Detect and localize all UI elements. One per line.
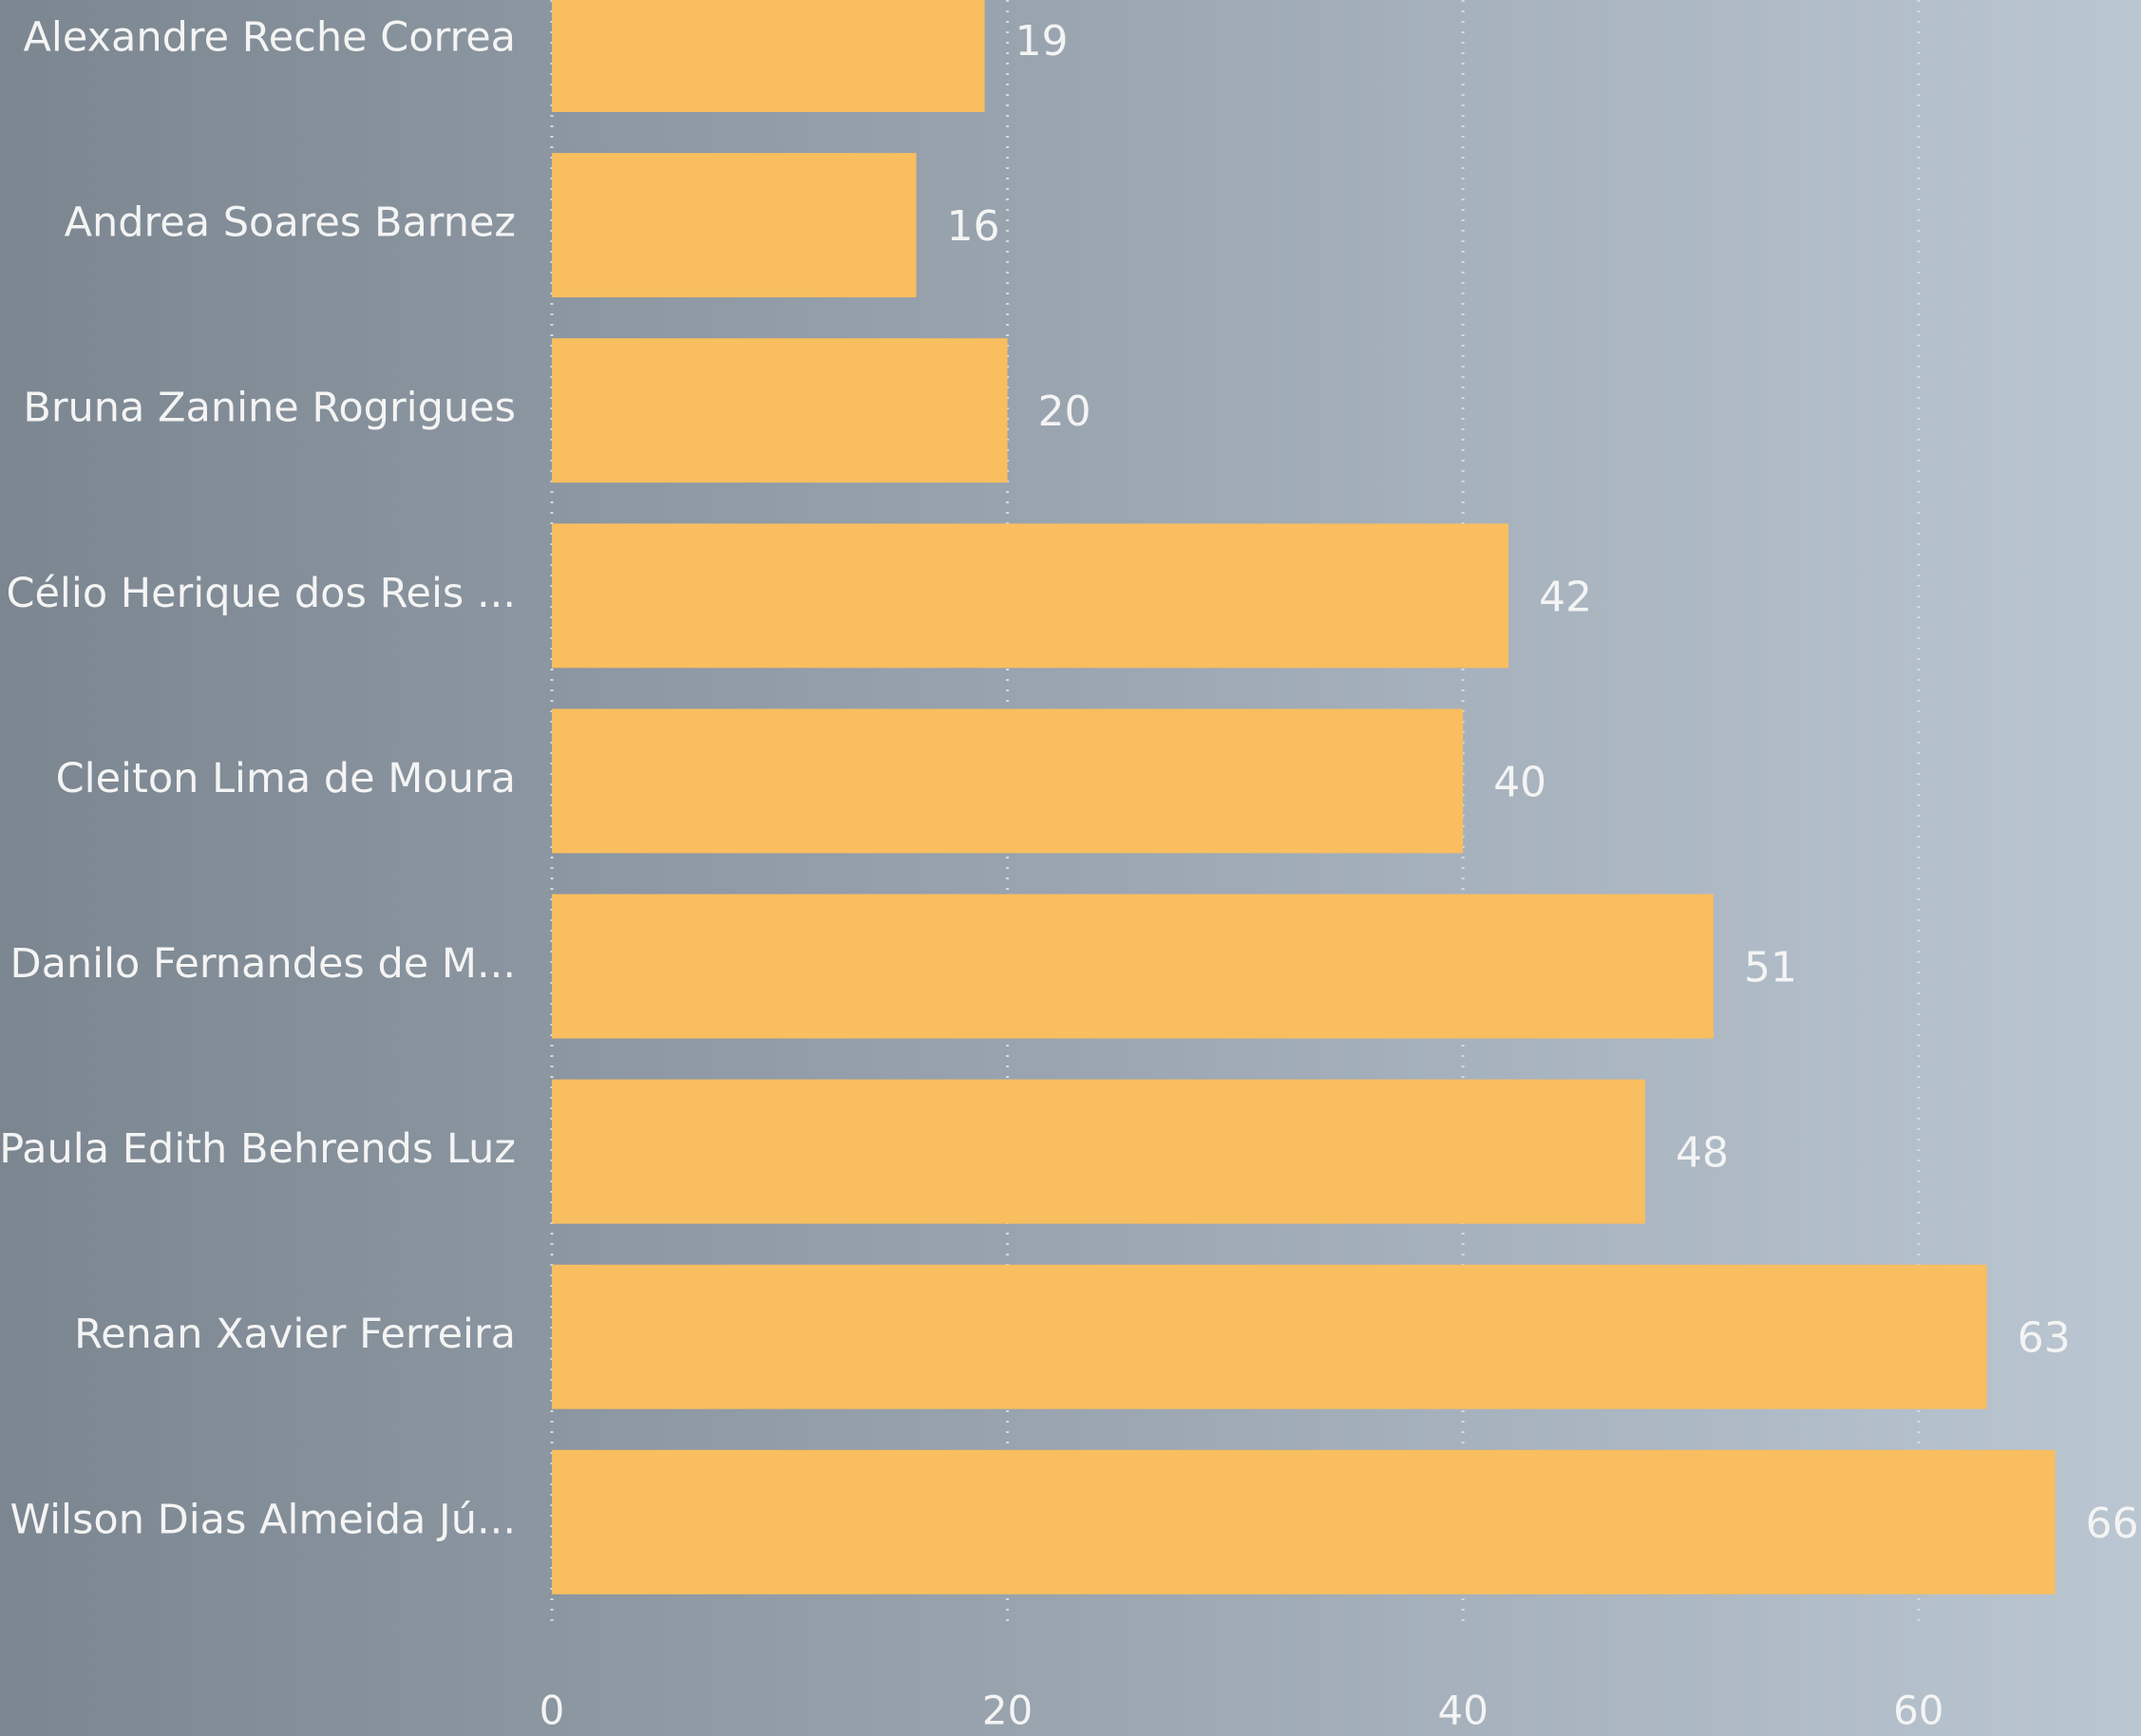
y-tick-label: Bruna Zanine Rogrigues (23, 385, 516, 432)
bar (552, 338, 1008, 483)
y-tick-label: Andrea Soares Barnez (65, 199, 516, 247)
data-label: 48 (1676, 1129, 1729, 1178)
bar (552, 1449, 2056, 1594)
y-tick-label: Cleiton Lima de Moura (56, 755, 516, 802)
y-tick-label: Danilo Fernandes de M... (9, 940, 516, 988)
x-tick-label: 60 (1893, 1688, 1943, 1734)
x-tick-label: 20 (982, 1688, 1033, 1734)
bar (552, 0, 985, 112)
bar (552, 153, 917, 298)
x-tick-label: 40 (1437, 1688, 1487, 1734)
data-label: 20 (1038, 387, 1091, 436)
data-label: 51 (1744, 944, 1797, 992)
y-tick-label: Célio Herique dos Reis ... (6, 570, 516, 617)
y-tick-label: Wilson Dias Almeida Jú... (10, 1496, 516, 1543)
y-tick-label: Paula Edith Behrends Luz (0, 1125, 516, 1173)
bar (552, 523, 1509, 669)
bar (552, 708, 1464, 854)
data-label: 40 (1493, 758, 1546, 806)
y-tick-label: Renan Xavier Ferreira (74, 1311, 516, 1358)
data-label: 16 (947, 202, 1000, 251)
bar (552, 894, 1714, 1039)
data-label: 19 (1015, 17, 1069, 66)
data-label: 42 (1539, 573, 1592, 621)
x-tick-label: 0 (540, 1688, 565, 1734)
bar (552, 1264, 1987, 1409)
bar (552, 1079, 1646, 1224)
data-label: 63 (2018, 1314, 2071, 1363)
y-tick-label: Alexandre Reche Correa (24, 14, 516, 62)
data-label: 66 (2086, 1500, 2139, 1548)
